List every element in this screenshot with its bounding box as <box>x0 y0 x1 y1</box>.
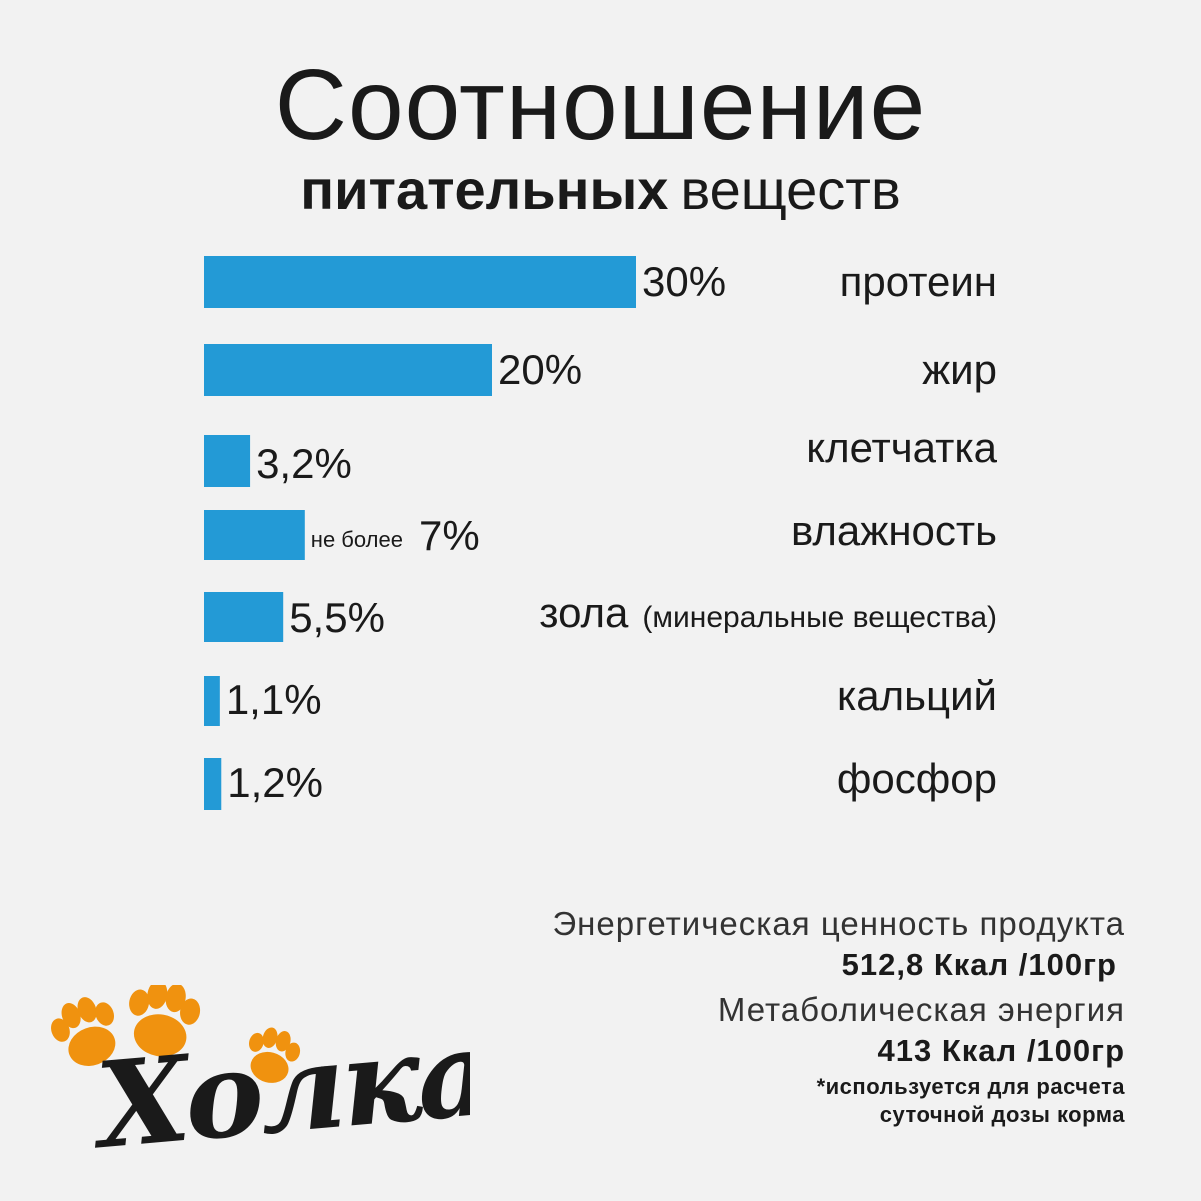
subtitle-light: веществ <box>680 158 901 221</box>
category-label: кальций <box>837 672 997 719</box>
metabolic-energy-label: Метаболическая энергия <box>717 991 1125 1028</box>
page-subtitle: питательных веществ <box>0 160 1201 220</box>
category-label: клетчатка <box>806 424 997 471</box>
value-label: 3,2% <box>256 440 352 487</box>
value-label: 7% <box>419 512 480 559</box>
bar-6 <box>204 676 220 726</box>
energy-value: 512,8 Ккал /100гр <box>841 947 1117 982</box>
bar-1 <box>204 256 636 308</box>
bar-4 <box>204 510 305 560</box>
paw-icon <box>248 1027 301 1083</box>
footnote-line-2: суточной дозы корма <box>879 1102 1125 1127</box>
energy-block: Энергетическая ценность продукта 512,8 К… <box>552 905 1125 1129</box>
subtitle-bold: питательных <box>300 158 669 221</box>
brand-logo: Холка <box>51 985 470 1176</box>
bar-7 <box>204 758 222 810</box>
value-label: 30% <box>642 258 726 305</box>
category-label: зола (минеральные вещества) <box>539 589 997 636</box>
bar-2 <box>204 344 492 396</box>
metabolic-energy-value: 413 Ккал /100гр <box>877 1033 1125 1068</box>
value-label: 5,5% <box>289 594 385 641</box>
paw-icon <box>51 997 116 1066</box>
energy-value-label: Энергетическая ценность продукта <box>552 905 1125 942</box>
footnote-line-1: *используется для расчета <box>816 1074 1125 1099</box>
category-label: влажность <box>791 507 997 554</box>
logo-text: Холка <box>85 1002 470 1175</box>
category-label: фосфор <box>837 755 997 802</box>
value-prefix: не более <box>311 527 403 552</box>
nutrient-bar-chart: 30% протеин 20% жир 3,2% клетчатка не более 7% в… <box>204 256 998 810</box>
value-label: 1,2% <box>227 759 323 806</box>
value-label: 1,1% <box>226 676 322 723</box>
bar-5 <box>204 592 284 642</box>
bar-3 <box>204 435 251 487</box>
paw-icon <box>129 985 201 1057</box>
category-label: жир <box>922 346 997 393</box>
page-title: Соотношение <box>274 49 927 161</box>
category-label: протеин <box>840 258 997 305</box>
value-label: 20% <box>498 346 582 393</box>
